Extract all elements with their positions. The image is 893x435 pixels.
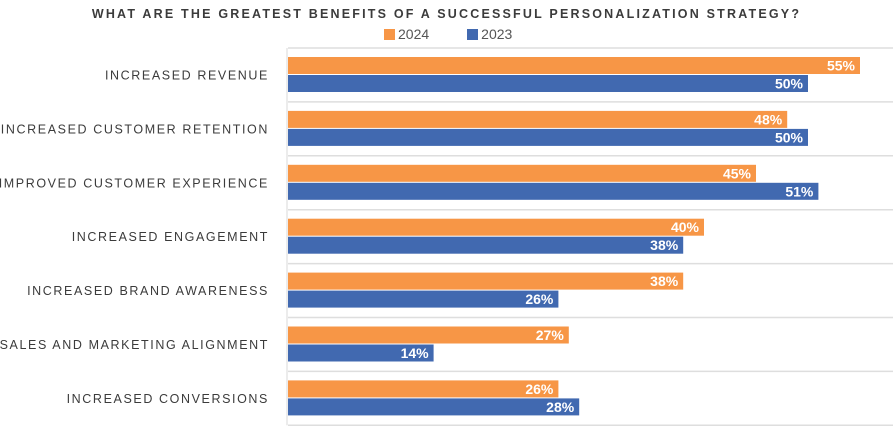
data-label-2024: 45%	[723, 165, 752, 181]
category-label: INCREASED REVENUE	[105, 68, 269, 82]
legend-swatch-2024	[384, 28, 395, 40]
category-label: SALES AND MARKETING ALIGNMENT	[0, 338, 269, 352]
legend-item-2023: 2023	[467, 26, 512, 42]
data-label-2023: 26%	[525, 291, 554, 307]
data-label-2023: 38%	[650, 237, 679, 253]
chart-title: WHAT ARE THE GREATEST BENEFITS OF A SUCC…	[91, 7, 802, 21]
data-label-2023: 50%	[775, 76, 804, 92]
legend-label-2023: 2023	[481, 26, 513, 42]
bar-2023	[288, 398, 580, 416]
bar-2024	[288, 164, 756, 182]
data-label-2023: 51%	[785, 183, 814, 199]
data-label-2023: 14%	[401, 345, 430, 361]
data-label-2024: 26%	[525, 381, 554, 397]
legend-item-2024: 2024	[384, 26, 429, 42]
bar-2023	[288, 182, 819, 200]
data-label-2023: 28%	[546, 399, 575, 415]
bar-2023	[288, 128, 808, 146]
data-label-2024: 38%	[650, 273, 679, 289]
data-label-2024: 48%	[754, 111, 783, 127]
bar-2024	[288, 272, 684, 290]
legend: 2024 2023	[384, 26, 512, 42]
bar-2024	[288, 110, 788, 128]
data-label-2024: 27%	[536, 327, 565, 343]
legend-label-2024: 2024	[398, 26, 430, 42]
category-label: INCREASED BRAND AWARENESS	[27, 284, 269, 298]
bar-2023	[288, 75, 808, 92]
data-label-2024: 55%	[827, 58, 856, 74]
bar-2024	[288, 218, 704, 236]
category-label: INCREASED CUSTOMER RETENTION	[1, 122, 269, 136]
bar-2024	[288, 57, 860, 74]
data-label-2024: 40%	[671, 219, 700, 235]
bar-2023	[288, 236, 684, 254]
category-label: IMPROVED CUSTOMER EXPERIENCE	[0, 176, 269, 190]
category-label: INCREASED ENGAGEMENT	[72, 230, 269, 244]
data-label-2023: 50%	[775, 129, 804, 145]
bar-2023	[288, 344, 434, 362]
bar-2024	[288, 380, 559, 398]
bar-2023	[288, 290, 559, 308]
legend-swatch-2023	[467, 28, 479, 40]
category-label: INCREASED CONVERSIONS	[67, 392, 269, 406]
bar-2024	[288, 326, 569, 344]
